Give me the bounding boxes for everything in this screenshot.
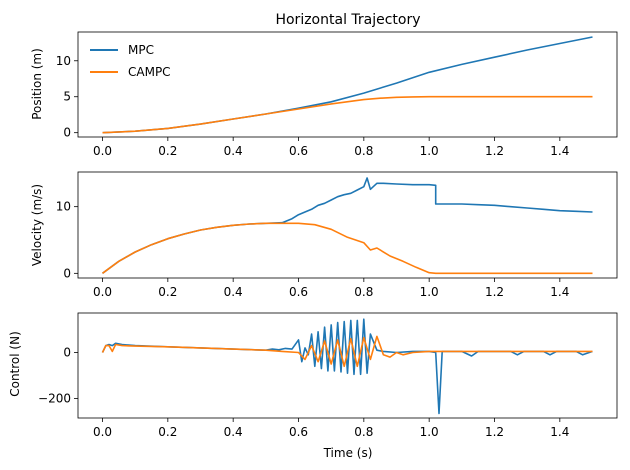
- velocity-x-tick-label: 1.4: [550, 285, 569, 299]
- velocity-axes-frame: [77, 171, 618, 279]
- velocity-x-tick-label: 0.8: [354, 285, 373, 299]
- velocity-panel: 0.0 0.2 0.4 0.6 0.8 1.0 1.2 1.4 0 10: [56, 171, 618, 299]
- velocity-y-tick-label: 10: [56, 200, 71, 214]
- position-series-campc: [102, 95, 593, 134]
- velocity-series-campc: [102, 222, 593, 275]
- position-axes-frame: [77, 31, 618, 138]
- control-y-tick-label: −200: [38, 391, 71, 405]
- control-x-tick-label: 0.0: [93, 425, 112, 439]
- velocity-series-mpc: [102, 177, 593, 274]
- velocity-x-tick-label: 1.2: [485, 285, 504, 299]
- position-x-tick-label: 0.4: [224, 144, 243, 158]
- position-x-tick-label: 0.0: [93, 144, 112, 158]
- position-y-tick-label: 0: [63, 126, 71, 140]
- y-axis-label-position: Position (m): [30, 48, 44, 120]
- control-x-tick-label: 0.2: [158, 425, 177, 439]
- position-x-tick-label: 0.2: [158, 144, 177, 158]
- position-series-mpc: [102, 36, 593, 134]
- legend: MPC CAMPC: [90, 43, 171, 79]
- position-panel: 0.0 0.2 0.4 0.6 0.8 1.0 1.2 1.4 0 5 10: [56, 31, 618, 158]
- control-axes-frame: [77, 312, 618, 419]
- control-series-mpc: [101, 318, 593, 415]
- velocity-y-tick-label: 0: [63, 266, 71, 280]
- control-x-tick-label: 1.0: [420, 425, 439, 439]
- control-x-tick-label: 1.2: [485, 425, 504, 439]
- velocity-x-tick-label: 0.2: [158, 285, 177, 299]
- position-x-tick-label: 0.8: [354, 144, 373, 158]
- control-panel: 0.0 0.2 0.4 0.6 0.8 1.0 1.2 1.4 −200 0: [38, 312, 618, 439]
- velocity-x-tick-label: 1.0: [420, 285, 439, 299]
- legend-label-campc: CAMPC: [128, 65, 171, 79]
- position-x-tick-label: 1.4: [550, 144, 569, 158]
- position-y-tick-label: 5: [63, 90, 71, 104]
- chart-title: Horizontal Trajectory: [275, 12, 420, 28]
- control-x-tick-label: 0.6: [289, 425, 308, 439]
- control-x-tick-label: 1.4: [550, 425, 569, 439]
- y-axis-label-velocity: Velocity (m/s): [30, 184, 44, 266]
- y-axis-label-control: Control (N): [8, 331, 22, 397]
- velocity-x-tick-label: 0.4: [224, 285, 243, 299]
- position-x-tick-label: 1.2: [485, 144, 504, 158]
- position-x-tick-label: 1.0: [420, 144, 439, 158]
- legend-label-mpc: MPC: [128, 43, 154, 57]
- control-x-tick-label: 0.8: [354, 425, 373, 439]
- control-y-tick-label: 0: [63, 346, 71, 360]
- position-x-tick-label: 0.6: [289, 144, 308, 158]
- velocity-x-tick-label: 0.0: [93, 285, 112, 299]
- velocity-x-tick-label: 0.6: [289, 285, 308, 299]
- control-x-tick-label: 0.4: [224, 425, 243, 439]
- x-axis-label: Time (s): [323, 446, 373, 460]
- control-series-campc: [101, 335, 593, 368]
- position-y-tick-label: 10: [56, 54, 71, 68]
